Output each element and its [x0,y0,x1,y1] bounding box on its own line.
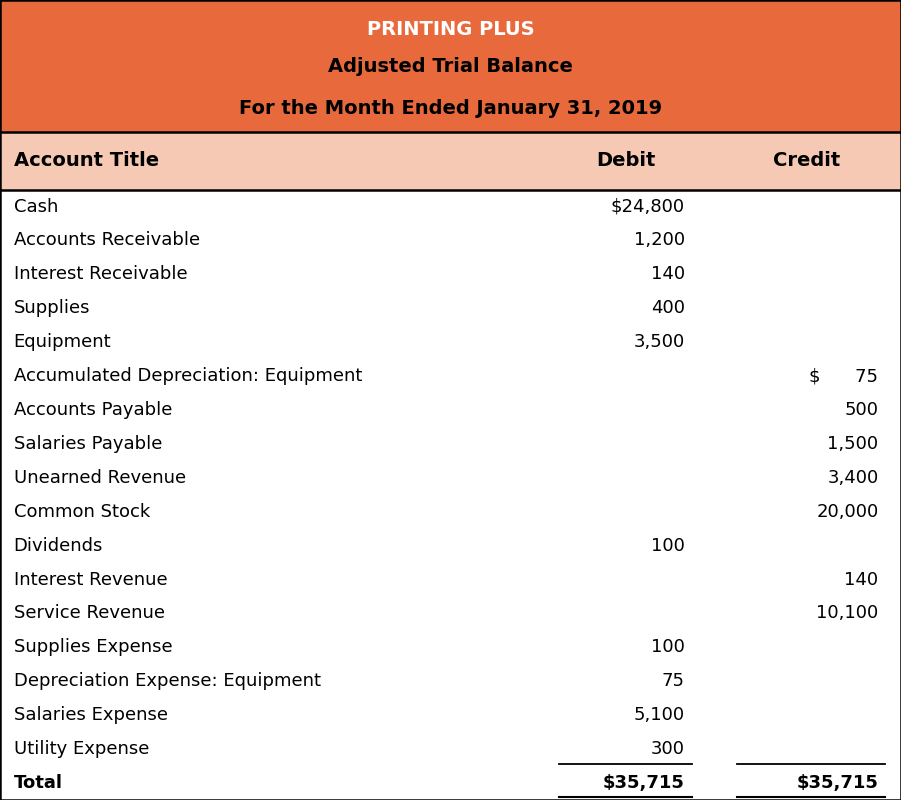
Text: For the Month Ended January 31, 2019: For the Month Ended January 31, 2019 [239,98,662,118]
Text: Total: Total [14,774,62,792]
Text: Accumulated Depreciation: Equipment: Accumulated Depreciation: Equipment [14,367,362,385]
Text: Interest Revenue: Interest Revenue [14,570,168,589]
Text: Credit: Credit [773,151,840,170]
Text: Accounts Receivable: Accounts Receivable [14,231,200,250]
Text: 1,500: 1,500 [827,435,878,453]
Text: 300: 300 [651,740,685,758]
Text: 3,400: 3,400 [827,469,878,487]
Text: 3,500: 3,500 [633,334,685,351]
Text: 500: 500 [844,401,878,419]
Text: 75: 75 [661,672,685,690]
Text: Common Stock: Common Stock [14,502,150,521]
Text: Interest Receivable: Interest Receivable [14,266,187,283]
Bar [0,190,901,800]
Text: 100: 100 [651,638,685,656]
Text: Accounts Payable: Accounts Payable [14,401,172,419]
Text: 10,100: 10,100 [816,605,878,622]
Bar [0,132,901,190]
Text: 1,200: 1,200 [633,231,685,250]
Text: Supplies Expense: Supplies Expense [14,638,172,656]
Text: Adjusted Trial Balance: Adjusted Trial Balance [328,57,573,75]
Text: Depreciation Expense: Equipment: Depreciation Expense: Equipment [14,672,321,690]
Text: Unearned Revenue: Unearned Revenue [14,469,186,487]
Text: Utility Expense: Utility Expense [14,740,149,758]
Text: Equipment: Equipment [14,334,111,351]
Text: $35,715: $35,715 [796,774,878,792]
Text: Salaries Expense: Salaries Expense [14,706,168,724]
Text: Dividends: Dividends [14,537,103,554]
Text: Service Revenue: Service Revenue [14,605,165,622]
Text: 100: 100 [651,537,685,554]
Text: $35,715: $35,715 [603,774,685,792]
Text: Account Title: Account Title [14,151,159,170]
Text: 5,100: 5,100 [633,706,685,724]
Text: $24,800: $24,800 [611,198,685,215]
Text: Salaries Payable: Salaries Payable [14,435,162,453]
Text: 140: 140 [651,266,685,283]
Text: Debit: Debit [596,151,656,170]
Bar [0,0,901,132]
Text: 140: 140 [844,570,878,589]
Text: 20,000: 20,000 [816,502,878,521]
Text: PRINTING PLUS: PRINTING PLUS [367,19,534,38]
Text: 400: 400 [651,299,685,318]
Text: Supplies: Supplies [14,299,90,318]
Text: $      75: $ 75 [809,367,878,385]
Text: Cash: Cash [14,198,58,215]
